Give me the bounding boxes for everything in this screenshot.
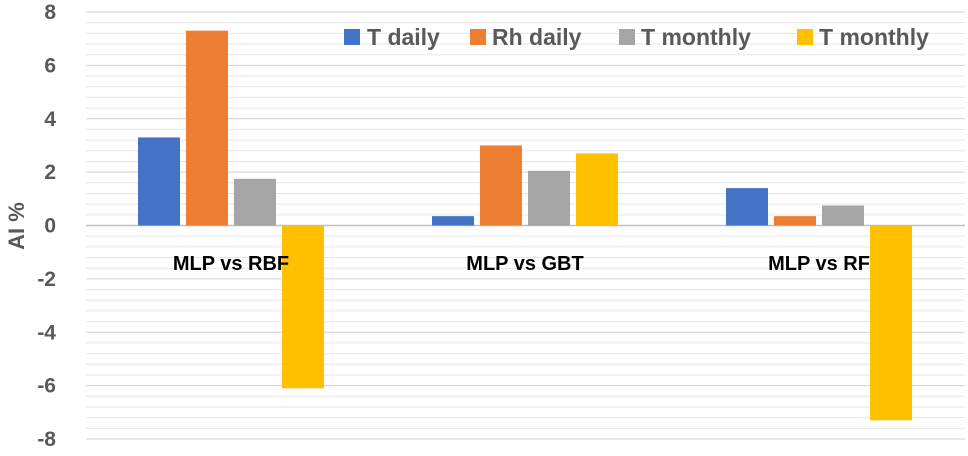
bar (186, 30, 228, 226)
axis-layer: AI % 8 6 4 2 0 -2 -4 -6 -8 (4, 1, 56, 451)
legend-swatch (797, 29, 813, 45)
legend-swatch (619, 29, 635, 45)
bar (138, 137, 180, 226)
legend-label: T daily (367, 24, 440, 50)
bar (528, 170, 570, 226)
y-tick-label: 2 (44, 161, 56, 184)
y-tick-label: -2 (37, 268, 56, 291)
bar (726, 188, 768, 226)
category-label: MLP vs RBF (173, 253, 289, 275)
y-tick-label: -6 (37, 375, 56, 398)
category-label: MLP vs GBT (466, 253, 583, 275)
grid-layer (86, 11, 965, 440)
bar (432, 216, 474, 226)
legend-label: T monthly (819, 24, 929, 50)
bar (234, 178, 276, 226)
y-tick-label: -4 (37, 321, 56, 344)
bar (576, 153, 618, 226)
legend: T daily Rh daily T monthly T monthly (344, 24, 929, 50)
legend-swatch (344, 29, 360, 45)
legend-label: Rh daily (492, 24, 582, 50)
category-label: MLP vs RF (768, 253, 870, 275)
legend-swatch (470, 29, 486, 45)
y-tick-label: 8 (44, 1, 56, 24)
bar (480, 145, 522, 226)
bar (774, 216, 816, 226)
y-tick-label: 6 (44, 54, 56, 77)
y-axis-title: AI % (4, 202, 29, 250)
bars-layer (138, 30, 912, 421)
bar (822, 205, 864, 226)
bar (282, 225, 324, 389)
y-tick-label: -8 (37, 428, 56, 451)
y-tick-label: 0 (44, 215, 56, 238)
category-labels: MLP vs RBF MLP vs GBT MLP vs RF (173, 253, 870, 275)
y-tick-label: 4 (44, 108, 56, 131)
legend-label: T monthly (641, 24, 751, 50)
bar (870, 225, 912, 421)
